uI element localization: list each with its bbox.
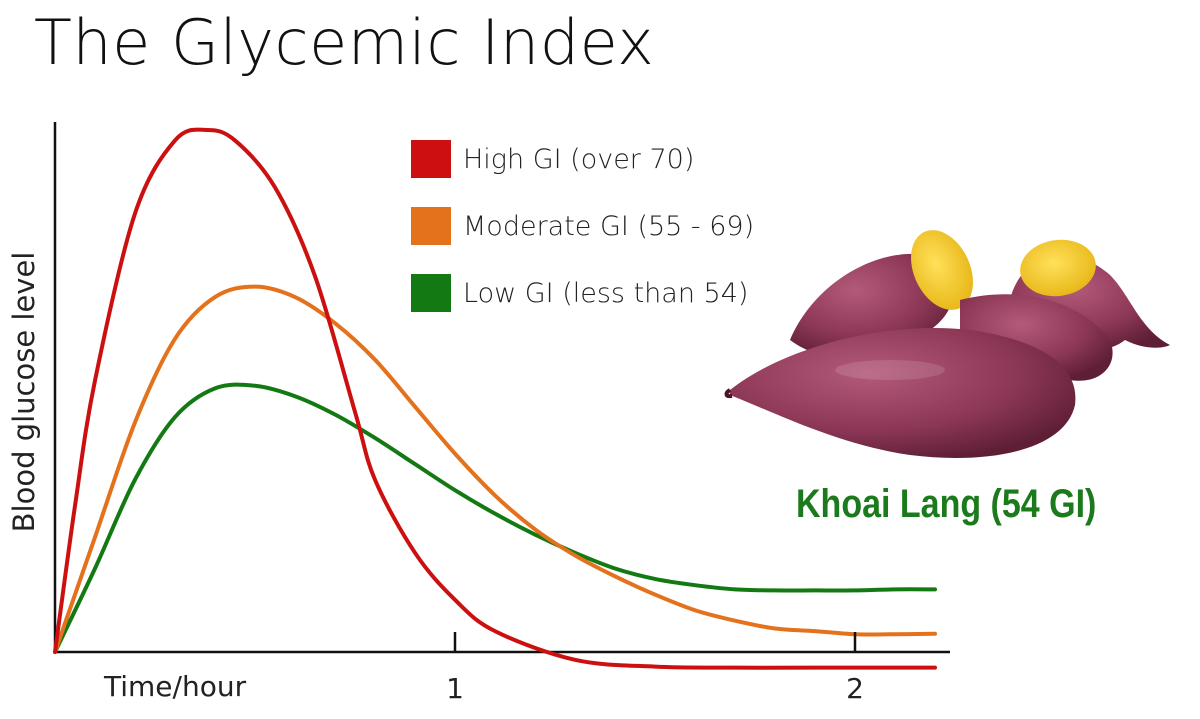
legend-swatch-moderate — [411, 207, 451, 245]
legend-item-high: High GI (over 70) — [411, 140, 754, 178]
axes: Blood glucose level Time/hour — [7, 122, 950, 703]
legend-label-moderate: Moderate GI (55 - 69) — [463, 210, 755, 242]
potato-caption: Khoai Lang (54 GI) — [796, 482, 1097, 526]
x-axis-label: Time/hour — [103, 670, 247, 703]
legend-item-moderate: Moderate GI (55 - 69) — [411, 207, 754, 245]
legend-item-low: Low GI (less than 54) — [411, 274, 754, 312]
legend-swatch-high — [411, 140, 451, 178]
x-tick-label-2: 2 — [846, 672, 864, 705]
legend-label-high: High GI (over 70) — [463, 143, 695, 175]
x-tick-label-1: 1 — [446, 672, 464, 705]
sweet-potato-image — [724, 230, 1170, 458]
series-line-low — [53, 382, 937, 654]
series-line-moderate — [53, 284, 937, 654]
series-layer — [53, 127, 937, 670]
page-title: The Glycemic Index — [34, 6, 655, 79]
series-line-high — [53, 127, 937, 670]
legend-label-low: Low GI (less than 54) — [463, 277, 749, 309]
legend-swatch-low — [411, 274, 451, 312]
y-axis-label: Blood glucose level — [7, 252, 41, 533]
legend: High GI (over 70) Moderate GI (55 - 69) … — [411, 140, 754, 341]
